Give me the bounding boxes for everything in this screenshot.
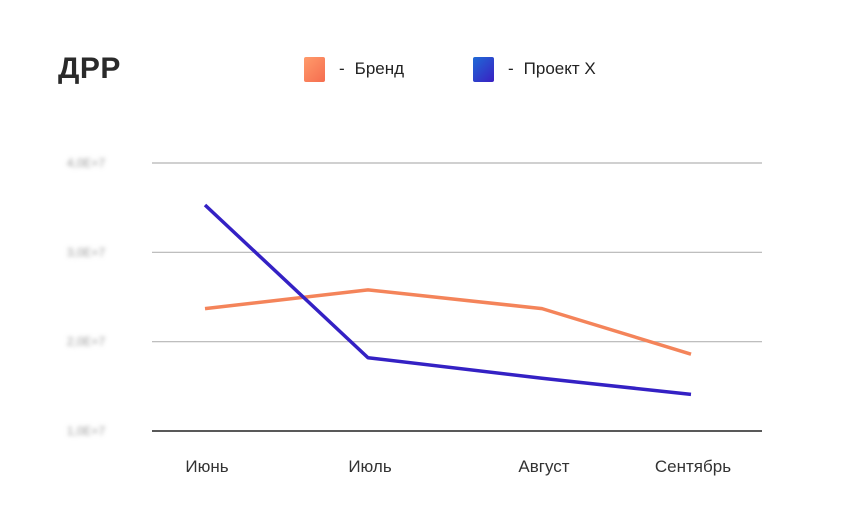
series-line-project [203,203,692,397]
legend-swatch-project [473,56,494,82]
legend-item-brand: - Бренд [304,56,404,82]
legend-dash: - [339,59,345,78]
x-tick-label: Июнь [185,457,228,476]
legend-swatch-brand [304,56,325,82]
y-tick-labels: 1,0E+7 2,0E+7 3,0E+7 4,0E+7 [67,156,106,438]
x-tick-labels: Июнь Июль Август Сентябрь [185,457,731,476]
legend-dash: - [508,59,514,78]
y-tick-label: 4,0E+7 [67,156,106,170]
legend-label-brand: Бренд [354,59,405,78]
legend: - Бренд - Проект X [0,0,850,110]
legend-item-project: - Проект X [473,56,596,82]
chart-title: ДРР [58,52,121,85]
x-tick-label: Август [518,457,569,476]
y-tick-label: 2,0E+7 [67,335,106,349]
x-tick-label: Сентябрь [655,457,731,476]
x-tick-label: Июль [348,457,392,476]
series-line-brand [204,288,692,356]
series-lines [203,203,692,397]
y-tick-label: 3,0E+7 [67,245,106,259]
legend-label-project: Проект X [523,59,596,78]
y-tick-label: 1,0E+7 [67,424,106,438]
